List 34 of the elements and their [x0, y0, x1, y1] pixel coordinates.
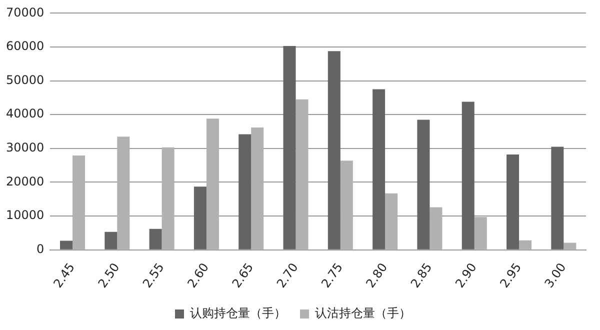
bar [104, 232, 118, 250]
y-tick-label: 10000 [6, 208, 44, 222]
y-tick-label: 30000 [6, 140, 44, 155]
bar [296, 99, 308, 250]
bar [506, 154, 520, 250]
bar [340, 160, 353, 250]
bar [462, 102, 474, 250]
bar [474, 217, 487, 250]
y-tick-label: 20000 [6, 174, 44, 188]
y-tick-label: 70000 [6, 5, 44, 20]
bar [417, 120, 430, 250]
bar [328, 51, 340, 250]
bar [162, 147, 174, 250]
bar [430, 207, 442, 250]
bar [372, 89, 386, 250]
legend-label: 认购持仓量（手） [190, 306, 286, 320]
bar [194, 186, 206, 250]
y-tick-label: 50000 [6, 72, 44, 87]
bar [72, 156, 86, 250]
bar [117, 136, 130, 250]
bar [60, 240, 72, 250]
y-tick-label: 40000 [6, 106, 44, 121]
bar [206, 118, 219, 250]
bar [551, 146, 564, 250]
bar [385, 193, 398, 250]
bar [149, 228, 162, 250]
legend-label: 认沽持仓量（手） [315, 306, 411, 320]
bar [519, 240, 532, 250]
bar [238, 134, 252, 250]
bar [564, 242, 576, 250]
bar [283, 46, 296, 250]
bar [251, 127, 264, 250]
y-tick-label: 60000 [6, 39, 44, 54]
y-tick-label: 0 [36, 242, 44, 256]
